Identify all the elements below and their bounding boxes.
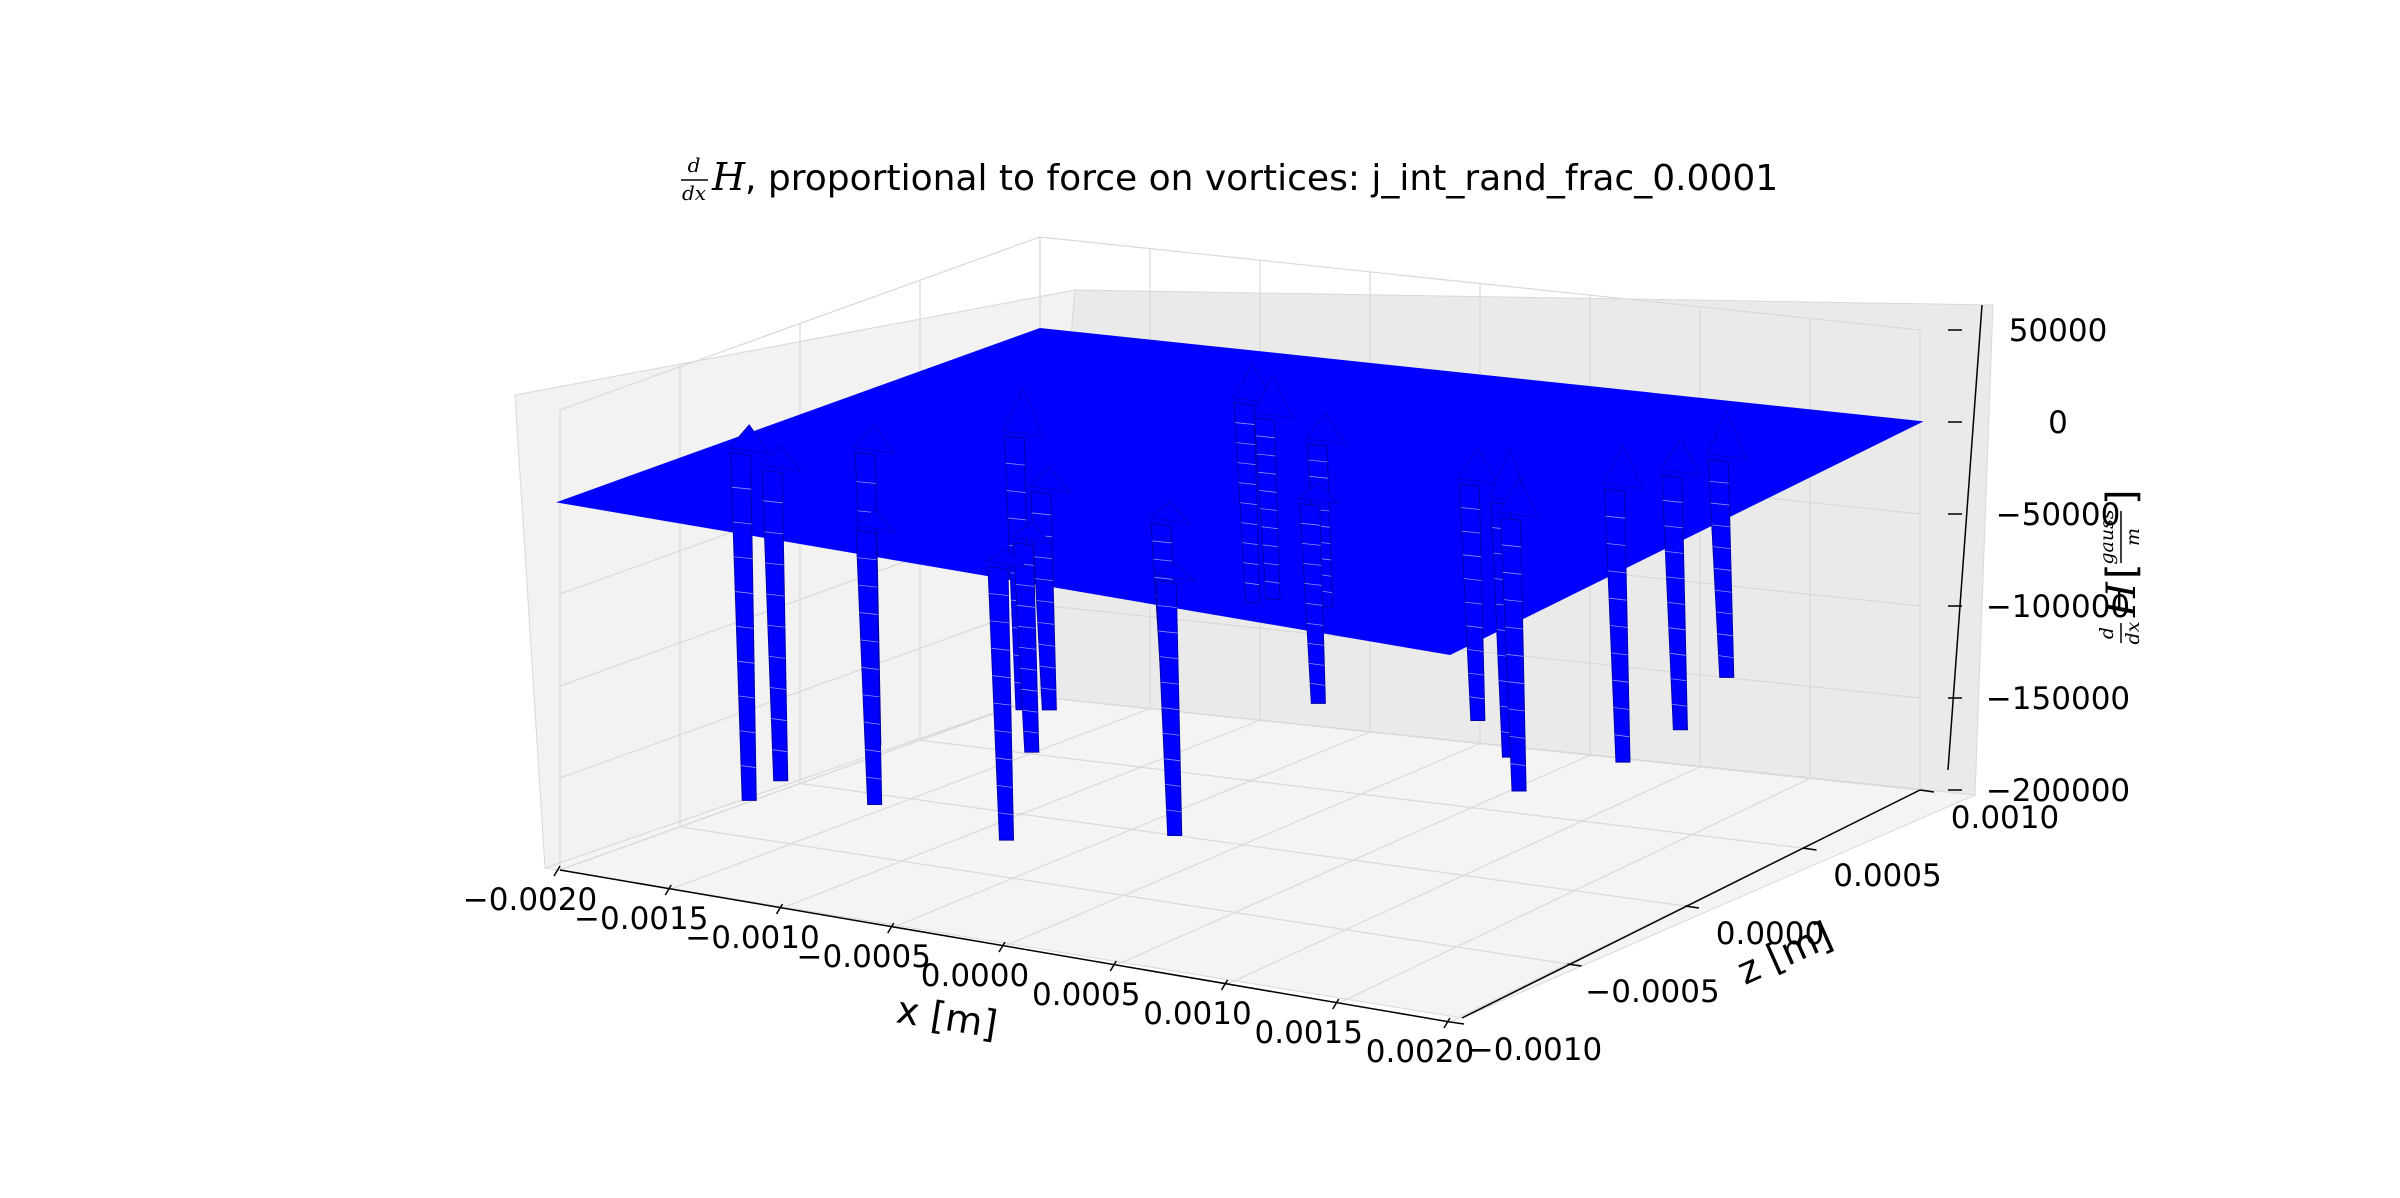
z-tick-mark [1919,789,1935,793]
v-axis-label: d dx H [ gauss m ] [2096,489,2145,644]
x-axis-line [559,869,1451,1023]
x-tick-mark [1220,979,1229,991]
v-tick-label: −200000 [1986,773,2130,809]
x-tick-mark [775,903,784,915]
v-tick-label: 50000 [2009,313,2108,349]
z-tick-label: 0.0005 [1833,858,1941,894]
surface-spike [853,509,897,806]
x-tick-mark [887,922,895,934]
surface-spike [759,445,802,782]
x-ticks: −0.0020−0.0015−0.0010−0.00050.00000.0005… [463,865,1474,1070]
v-tick-label: −150000 [1986,681,2130,717]
z-tick-mark [1802,847,1817,851]
surface-spike [985,548,1029,841]
x-tick-label: 0.0015 [1255,1015,1363,1051]
v-tick-label: −50000 [1996,497,2121,533]
x-tick-mark [998,941,1006,953]
z-tick-mark [1449,1021,1465,1025]
surface-spike [1602,444,1644,763]
surface-spike [1010,521,1054,753]
surface-spike [1153,562,1197,836]
x-tick-mark [1332,998,1340,1010]
svg-text:H: H [2099,581,2145,618]
svg-text:, proportional to force on vor: , proportional to force on vortices: j_i… [745,158,1778,199]
surface-spike [1659,438,1702,731]
surface-spike [1297,481,1340,704]
z-tick-label: 0.0000 [1716,916,1824,952]
svg-text:m: m [2122,528,2144,546]
svg-text:]: ] [2099,489,2145,505]
x-tick-label: 0.0010 [1143,996,1251,1032]
v-tick-label: 0 [2048,405,2068,441]
surface-spike [728,424,771,801]
z-tick-label: −0.0005 [1585,974,1719,1010]
surface-spike [1457,447,1499,721]
x-tick-label: 0.0000 [921,958,1029,994]
svg-text:[: [ [2099,563,2145,579]
surface-spike [1498,477,1540,792]
x-tick-mark [664,884,672,896]
z-ticks: −0.0010 −0.0005 0.00000.0005 0.0010 [1449,789,2059,1068]
v-tick-label: −100000 [1986,589,2130,625]
x-tick-label: −0.0020 [463,882,597,918]
x-tick-mark [553,865,561,877]
z-tick-label: −0.0010 [1468,1032,1602,1068]
z-axis-line [1461,789,1921,1019]
surface-spike [1028,466,1071,711]
chart-title: d dx H , proportional to force on vortic… [681,153,1778,205]
z-tick-mark [1684,905,1700,909]
x-tick-label: −0.0010 [685,920,819,956]
v-ticks: −200000 −150000 −100000 −50000 0 50000 [1948,313,2130,809]
svg-text:dx: dx [682,181,706,205]
grid-line-v [559,236,1921,411]
surface-plot [556,327,1924,841]
surface-spike [1232,362,1274,604]
x-tick-label: 0.0020 [1366,1034,1474,1070]
x-tick-label: 0.0005 [1032,977,1140,1013]
x-tick-mark [1443,1017,1451,1029]
x-tick-mark [1109,960,1117,972]
x-tick-label: −0.0015 [574,901,708,937]
x-axis-label: x [m] [894,988,1001,1047]
svg-text:H: H [711,155,746,199]
z-tick-label: 0.0010 [1951,800,2059,836]
svg-text:d: d [2096,627,2118,639]
svg-text:gauss: gauss [2096,509,2118,564]
z-tick-mark [1567,963,1582,967]
surface-spike [1706,409,1748,678]
v-axis-line [1947,304,1983,771]
svg-text:dx: dx [2122,621,2144,644]
x-tick-label: −0.0005 [797,939,931,975]
svg-text:d: d [688,153,701,177]
surface-spike [1252,373,1294,600]
